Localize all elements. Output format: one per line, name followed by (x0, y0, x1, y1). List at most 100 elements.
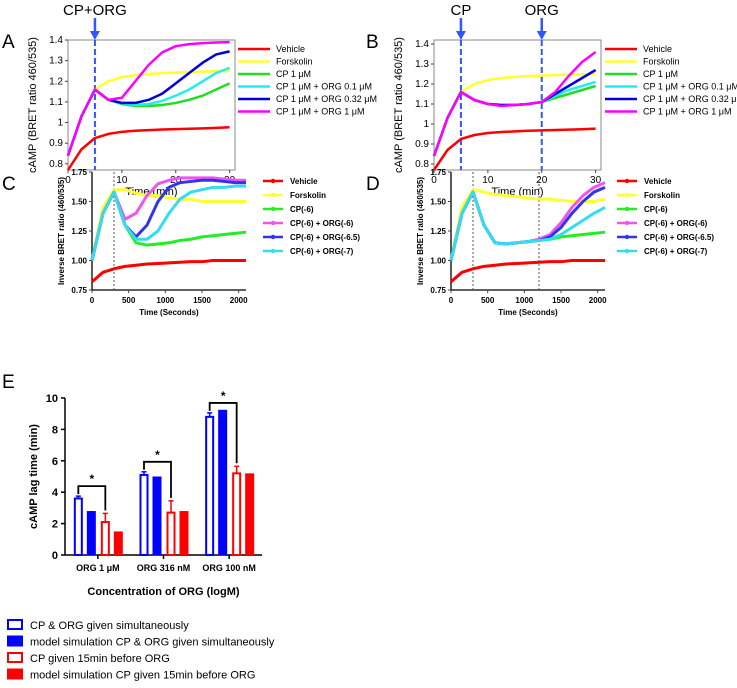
x-tick-label: 20 (170, 175, 182, 186)
series-line-forskolin (90, 188, 246, 261)
significance-bracket (143, 460, 172, 498)
arrow-head-icon (536, 31, 547, 40)
legend-label: CP 1 μM (643, 69, 678, 79)
legend-marker (624, 206, 630, 212)
legend-marker (270, 206, 276, 212)
panel-label: A (2, 32, 15, 53)
y-tick-label: 8 (52, 424, 58, 436)
y-tick-label: 1.50 (71, 198, 87, 207)
y-tick-label: 1.2 (49, 76, 63, 87)
x-axis-label: Time (Seconds) (498, 308, 558, 317)
x-axis-label: Time (Seconds) (139, 308, 199, 317)
x-tick-label: 30 (590, 175, 602, 186)
panel-label: B (366, 32, 379, 53)
legend-marker (270, 234, 276, 240)
y-axis-label: cAMP (BRET ratio 460/535) (393, 37, 405, 173)
bar-cp-org-given-simultaneously (205, 415, 215, 556)
bar-model-simulation-cp-org-given-simultaneously (86, 511, 96, 555)
series-line-vehicle (450, 259, 605, 283)
legend-label: CP & ORG given simultaneously (30, 620, 189, 632)
series-line-forskolin (66, 69, 230, 156)
y-tick-label: 1.25 (430, 227, 446, 236)
legend-label: Forskolin (644, 191, 680, 200)
series-line-cp-6-org-7- (449, 190, 606, 261)
bar-model-simulation-cp-given-15min-before-org (245, 473, 255, 555)
arrow-head-icon (89, 31, 100, 40)
bar-model-simulation-cp-given-15min-before-org (179, 511, 189, 555)
series-line-forskolin (432, 72, 596, 157)
x-tick-label: ORG 1 μM (76, 563, 120, 573)
x-tick-label: 1000 (156, 296, 174, 305)
y-tick-label: 2 (52, 519, 58, 531)
legend-label: CP 1 μM + ORG 1 μM (643, 107, 731, 117)
legend-label: model simulation CP given 15min before O… (30, 670, 255, 682)
y-tick-label: 1.3 (49, 56, 63, 67)
significance-star: * (221, 389, 226, 403)
legend-label: Forskolin (643, 57, 680, 67)
y-tick-label: 0.75 (430, 286, 446, 295)
x-tick-label: 1500 (193, 296, 211, 305)
legend-label: CP 1 μM + ORG 0.1 μM (276, 82, 372, 92)
bar-cp-org-given-simultaneously (139, 473, 149, 556)
y-axis-label: Inverse BRET ratio (460/535) (57, 177, 66, 285)
y-tick-label: 0.8 (415, 159, 429, 170)
legend-label: Vehicle (276, 44, 305, 54)
panel-label: E (2, 372, 15, 393)
x-tick-label: 2000 (230, 296, 248, 305)
y-tick-label: 4 (52, 487, 59, 499)
y-tick-label: 0.9 (49, 138, 63, 149)
x-axis-label: Concentration of ORG (logM) (87, 586, 239, 598)
arrow-head-icon (455, 31, 466, 40)
legend-marker (270, 178, 276, 184)
y-tick-label: 1.50 (430, 198, 446, 207)
legend-marker (624, 192, 630, 198)
legend-label: CP 1 μM + ORG 0.32 μM (643, 94, 737, 104)
legend-label: CP(-6) + ORG(-6.5) (644, 233, 714, 242)
y-tick-label: 1.4 (415, 39, 429, 50)
significance-bracket (77, 485, 107, 511)
y-tick-label: 6 (52, 456, 58, 468)
legend-label: CP 1 μM + ORG 1 μM (276, 107, 364, 117)
legend-label: Forskolin (290, 191, 326, 200)
legend-label: Vehicle (643, 44, 672, 54)
event-label: CP (451, 2, 472, 19)
y-tick-label: 1.25 (71, 227, 87, 236)
x-tick-label: ORG 316 nM (137, 563, 191, 573)
plot-frame (433, 39, 602, 171)
bar-model-simulation-cp-given-15min-before-org (113, 531, 123, 555)
y-tick-label: 1.1 (415, 99, 429, 110)
x-tick-label: 0 (449, 296, 454, 305)
legend-marker (624, 248, 630, 254)
y-tick-label: 1 (57, 118, 63, 129)
legend-label: model simulation CP & ORG given simultan… (30, 637, 275, 649)
series-line-cp-6-org-7- (90, 184, 246, 261)
y-tick-label: 0.75 (71, 286, 87, 295)
legend-label: CP(-6) + ORG(-7) (644, 247, 708, 256)
legend-label: CP 1 μM + ORG 0.1 μM (643, 82, 737, 92)
series-line-vehicle (432, 127, 596, 171)
x-tick-label: 2000 (589, 296, 607, 305)
legend-label: CP 1 μM (276, 69, 311, 79)
series-line-vehicle (66, 126, 230, 171)
x-tick-label: 20 (536, 175, 548, 186)
y-tick-label: 1.75 (430, 168, 446, 177)
x-tick-label: 10 (116, 175, 128, 186)
y-tick-label: 0 (52, 550, 58, 562)
panel-label: C (2, 174, 16, 195)
legend-label: CP 1 μM + ORG 0.32 μM (276, 94, 377, 104)
series-line-cp-1-m-org-0-32-m (432, 68, 597, 157)
legend-swatch (7, 652, 23, 663)
x-tick-label: 500 (122, 296, 136, 305)
legend-label: CP(-6) (644, 205, 668, 214)
legend-marker (270, 220, 276, 226)
significance-bracket (208, 402, 238, 464)
y-tick-label: 1 (423, 119, 429, 130)
y-tick-label: 1.1 (49, 97, 63, 108)
y-tick-label: 1.75 (71, 168, 87, 177)
legend-swatch (7, 668, 23, 680)
legend-label: CP given 15min before ORG (30, 653, 170, 665)
bar-cp-given-15min-before-org (166, 511, 176, 556)
legend-label: CP(-6) (290, 205, 314, 214)
panel-label: D (366, 174, 380, 195)
legend-marker (624, 234, 630, 240)
